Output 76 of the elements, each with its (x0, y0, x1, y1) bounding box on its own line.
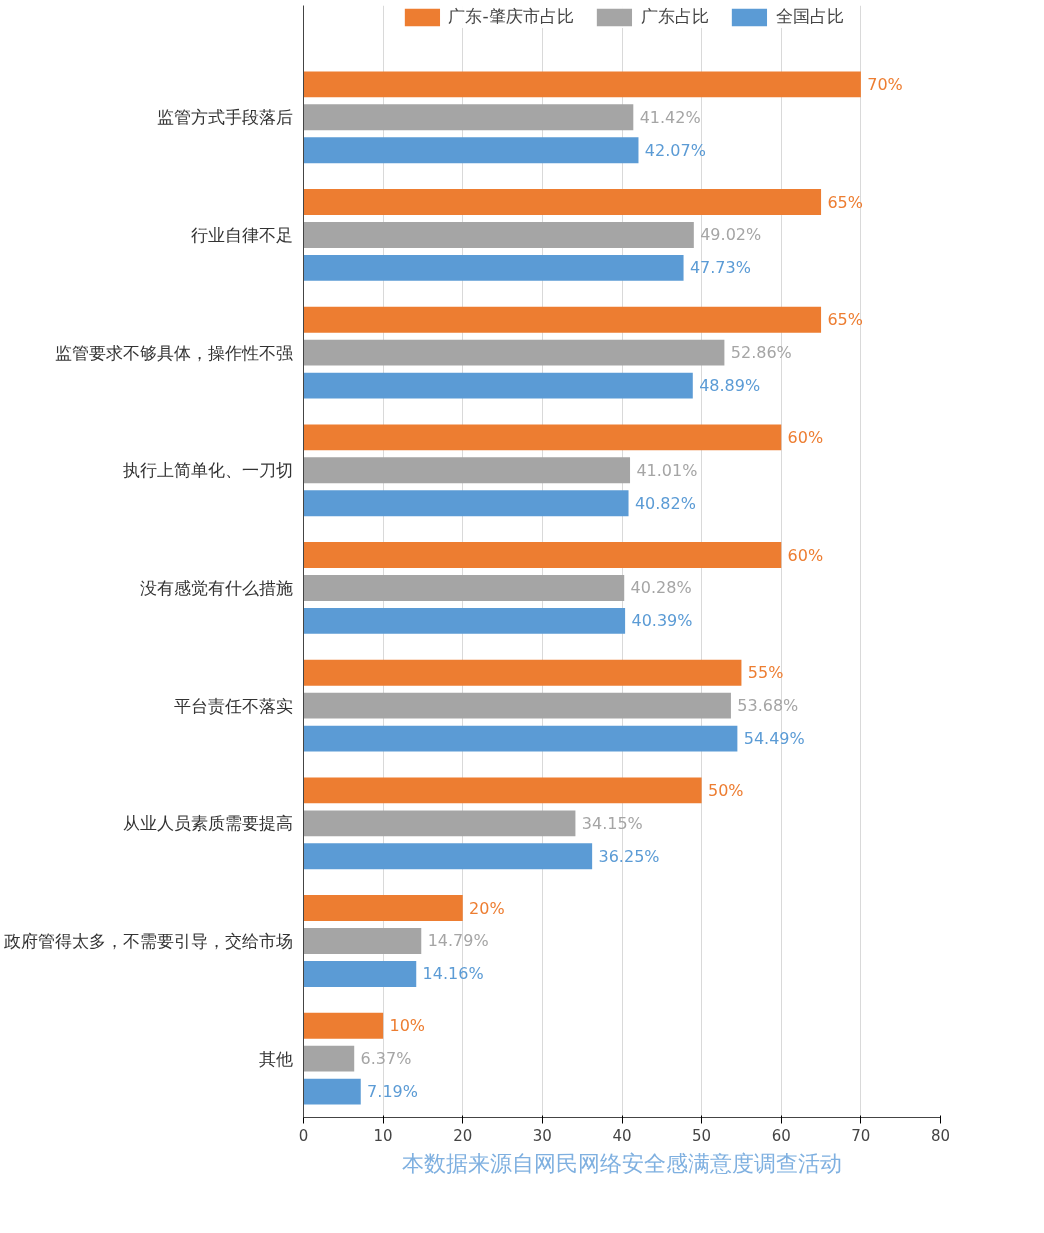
data-label: 54.49% (743, 729, 805, 749)
bar (303, 659, 742, 686)
bar (303, 457, 631, 484)
data-label: 65% (827, 192, 863, 212)
legend-label: 广东占比 (640, 5, 709, 28)
data-label: 34.15% (581, 813, 643, 833)
data-label: 65% (827, 310, 863, 330)
bar (303, 490, 629, 517)
x-tick-label: 20 (453, 1126, 473, 1145)
x-tick-label: 60 (771, 1126, 791, 1145)
data-label: 60% (787, 427, 824, 447)
legend-label: 广东-肇庆市占比 (448, 5, 574, 28)
data-label: 47.73% (689, 258, 751, 278)
data-label: 48.89% (699, 376, 761, 396)
bar (303, 1012, 384, 1039)
text: 本数据来源自网民网络安全感满意度调查活动 (402, 1150, 842, 1176)
data-label: 55% (747, 663, 784, 683)
data-label: 70% (867, 74, 903, 94)
data-label: 6.37% (360, 1049, 412, 1069)
bar (303, 961, 417, 987)
x-tick-label: 80 (930, 1126, 951, 1145)
x-tick-label: 10 (373, 1126, 393, 1145)
data-label: 40.39% (631, 611, 693, 631)
legend-label: 全国占比 (775, 5, 844, 28)
data-label: 7.19% (367, 1082, 418, 1102)
bar (303, 189, 822, 215)
y-tick-label: 没有感觉有什么措施 (139, 577, 293, 598)
x-tick-label: 70 (851, 1126, 871, 1145)
bar (303, 575, 625, 601)
data-label: 14.16% (422, 964, 484, 984)
y-tick-label: 平台责任不落实 (173, 695, 293, 716)
x-tick-label: 0 (298, 1126, 309, 1145)
bar (303, 137, 639, 164)
bar (303, 725, 738, 752)
data-label: 10% (389, 1016, 426, 1036)
data-label: 50% (707, 780, 744, 800)
data-label: 36.25% (598, 846, 660, 866)
bar (303, 928, 422, 954)
bar (303, 104, 634, 131)
bar (303, 306, 822, 333)
bar (303, 843, 593, 870)
bar (303, 1045, 355, 1072)
x-tick-label: 30 (532, 1126, 552, 1145)
data-label: 60% (787, 545, 824, 565)
bar (303, 71, 861, 98)
bar (303, 542, 782, 568)
bar (303, 339, 725, 366)
y-tick-label: 执行上简单化、一刀切 (122, 460, 293, 481)
bar (303, 692, 731, 719)
x-tick-label: 50 (692, 1126, 712, 1145)
data-label: 40.82% (634, 493, 696, 513)
bar (303, 777, 702, 804)
data-label: 41.42% (639, 107, 701, 127)
bar (303, 895, 463, 921)
bar (303, 1078, 361, 1105)
y-tick-label: 政府管得太多，不需要引导，交给市场 (3, 930, 293, 951)
data-label: 53.68% (737, 696, 799, 716)
bar (303, 607, 626, 634)
data-label: 20% (469, 898, 505, 918)
x-tick-label: 40 (612, 1126, 632, 1145)
data-label: 49.02% (700, 225, 762, 245)
bar (303, 372, 693, 399)
data-label: 14.79% (427, 931, 489, 951)
data-label: 41.01% (636, 460, 698, 480)
y-tick-label: 监管要求不够具体，操作性不强 (54, 342, 293, 363)
y-tick-label: 从业人员素质需要提高 (122, 813, 293, 834)
y-tick-label: 监管方式手段落后 (156, 107, 293, 128)
y-tick-label: 行业自律不足 (190, 224, 293, 245)
data-label: 42.07% (644, 140, 706, 160)
bar (303, 810, 576, 837)
data-label: 52.86% (730, 343, 792, 363)
bar (303, 254, 684, 281)
y-tick-label: 其他 (258, 1048, 293, 1069)
data-label: 40.28% (630, 578, 692, 598)
bar (303, 424, 782, 451)
bar (303, 222, 694, 248)
